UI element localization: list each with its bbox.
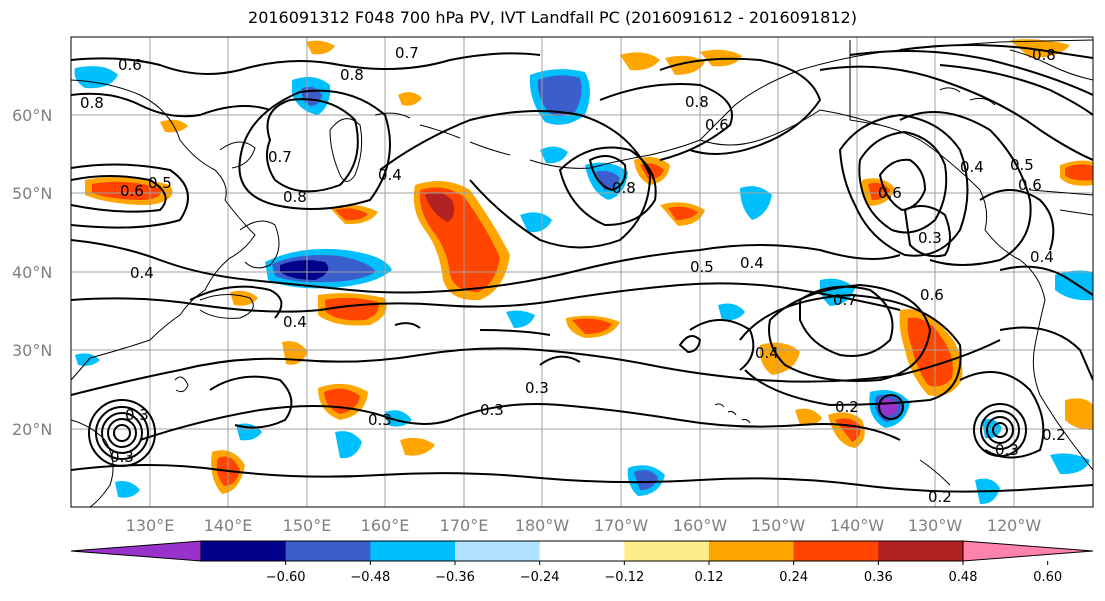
lon-label: 140°W (830, 516, 885, 535)
lat-label: 60°N (12, 106, 52, 125)
colorbar-tick-label: 0.24 (779, 570, 808, 585)
colorbar-tick-label: −0.36 (435, 570, 475, 585)
lat-label: 30°N (12, 341, 52, 360)
colorbar-tick-label: −0.48 (350, 570, 390, 585)
contour-label: 0.6 (1018, 176, 1042, 194)
colorbar-segment (793, 541, 879, 561)
colorbar-frame (200, 540, 964, 562)
lon-label: 180°W (515, 516, 570, 535)
lon-label: 120°W (987, 516, 1042, 535)
contour-label: 0.6 (878, 184, 902, 202)
contour-label: 0.8 (80, 94, 104, 112)
map-content: 0.6 0.7 0.8 0.8 0.7 0.8 0.5 0.6 0.8 0.4 … (71, 37, 1093, 507)
lat-label: 50°N (12, 184, 52, 203)
colorbar-segment (370, 541, 456, 561)
coastlines (71, 39, 1093, 507)
lon-label: 130°E (126, 516, 175, 535)
contour-label: 0.8 (340, 66, 364, 84)
lon-label: 150°W (751, 516, 806, 535)
contour-label: 0.3 (368, 411, 392, 429)
map-title: 2016091312 F048 700 hPa PV, IVT Landfall… (248, 8, 857, 27)
contour-label: 0.2 (928, 488, 952, 506)
colorbar-tick-label: 0.60 (1033, 570, 1062, 585)
lat-label: 40°N (12, 263, 52, 282)
colorbar-segment (624, 541, 710, 561)
pv-contours (71, 44, 1093, 493)
colorbar-segment (878, 541, 964, 561)
lat-label: 20°N (12, 420, 52, 439)
contour-label: 0.4 (755, 344, 779, 362)
latitude-labels: 60°N 50°N 40°N 30°N 20°N (12, 106, 52, 439)
colorbar-tick-label: −0.60 (266, 570, 306, 585)
contour-label: 0.2 (835, 398, 859, 416)
contour-label: 0.7 (833, 291, 857, 309)
contour-label: 0.7 (395, 44, 419, 62)
colorbar-tick-label: −0.12 (604, 570, 644, 585)
lon-label: 170°W (594, 516, 649, 535)
contour-label: 0.3 (480, 401, 504, 419)
contour-label: 0.8 (283, 188, 307, 206)
contour-label: 0.3 (525, 379, 549, 397)
contour-label: 0.4 (130, 264, 154, 282)
longitude-labels: 130°E 140°E 150°E 160°E 170°E 180°W 170°… (126, 516, 1042, 535)
lon-label: 160°W (673, 516, 728, 535)
contour-label: 0.4 (1030, 248, 1054, 266)
contour-label: 0.3 (125, 406, 149, 424)
contour-label: 0.4 (740, 254, 764, 272)
contour-label: 0.8 (685, 93, 709, 111)
contour-label: 0.5 (148, 174, 172, 192)
contour-label: 0.8 (1032, 46, 1056, 64)
colorbar-segment (539, 541, 625, 561)
contour-label: 0.4 (960, 158, 984, 176)
colorbar-tick-label: −0.24 (520, 570, 560, 585)
lon-label: 130°W (908, 516, 963, 535)
contour-label: 0.8 (612, 179, 636, 197)
contour-label: 0.7 (268, 148, 292, 166)
contour-label: 0.4 (283, 313, 307, 331)
lon-label: 170°E (440, 516, 489, 535)
contour-label: 0.3 (918, 229, 942, 247)
contour-label: 0.3 (110, 448, 134, 466)
colorbar-segment (455, 541, 541, 561)
contour-label: 0.3 (995, 441, 1019, 459)
colorbar-segment (709, 541, 795, 561)
colorbar-tick-label: 0.12 (695, 570, 724, 585)
map-frame (70, 36, 1094, 508)
colorbar-segment (201, 541, 287, 561)
colorbar-extend-low (70, 540, 202, 562)
colorbar-extend-high (962, 540, 1094, 562)
contour-label: 0.5 (690, 258, 714, 276)
colorbar-segment (285, 541, 371, 561)
contour-label: 0.4 (378, 166, 402, 184)
contour-label: 0.6 (705, 116, 729, 134)
lon-label: 150°E (283, 516, 332, 535)
colorbar-tick-label: 0.48 (949, 570, 978, 585)
colorbar-tick-label: 0.36 (864, 570, 893, 585)
contour-label: 0.2 (1042, 426, 1066, 444)
colorbar: −0.60 −0.48 −0.36 −0.24 −0.12 0.12 0.24 0.36 0.4… (70, 540, 1094, 585)
lon-label: 140°E (204, 516, 253, 535)
contour-labels: 0.6 0.7 0.8 0.8 0.7 0.8 0.5 0.6 0.8 0.4 … (80, 44, 1066, 506)
contour-label: 0.5 (1010, 156, 1034, 174)
contour-label: 0.6 (120, 182, 144, 200)
contour-label: 0.6 (118, 56, 142, 74)
pv-anomaly-fills (74, 39, 1093, 505)
contour-label: 0.6 (920, 286, 944, 304)
lon-label: 160°E (361, 516, 410, 535)
graticule (71, 37, 1093, 507)
